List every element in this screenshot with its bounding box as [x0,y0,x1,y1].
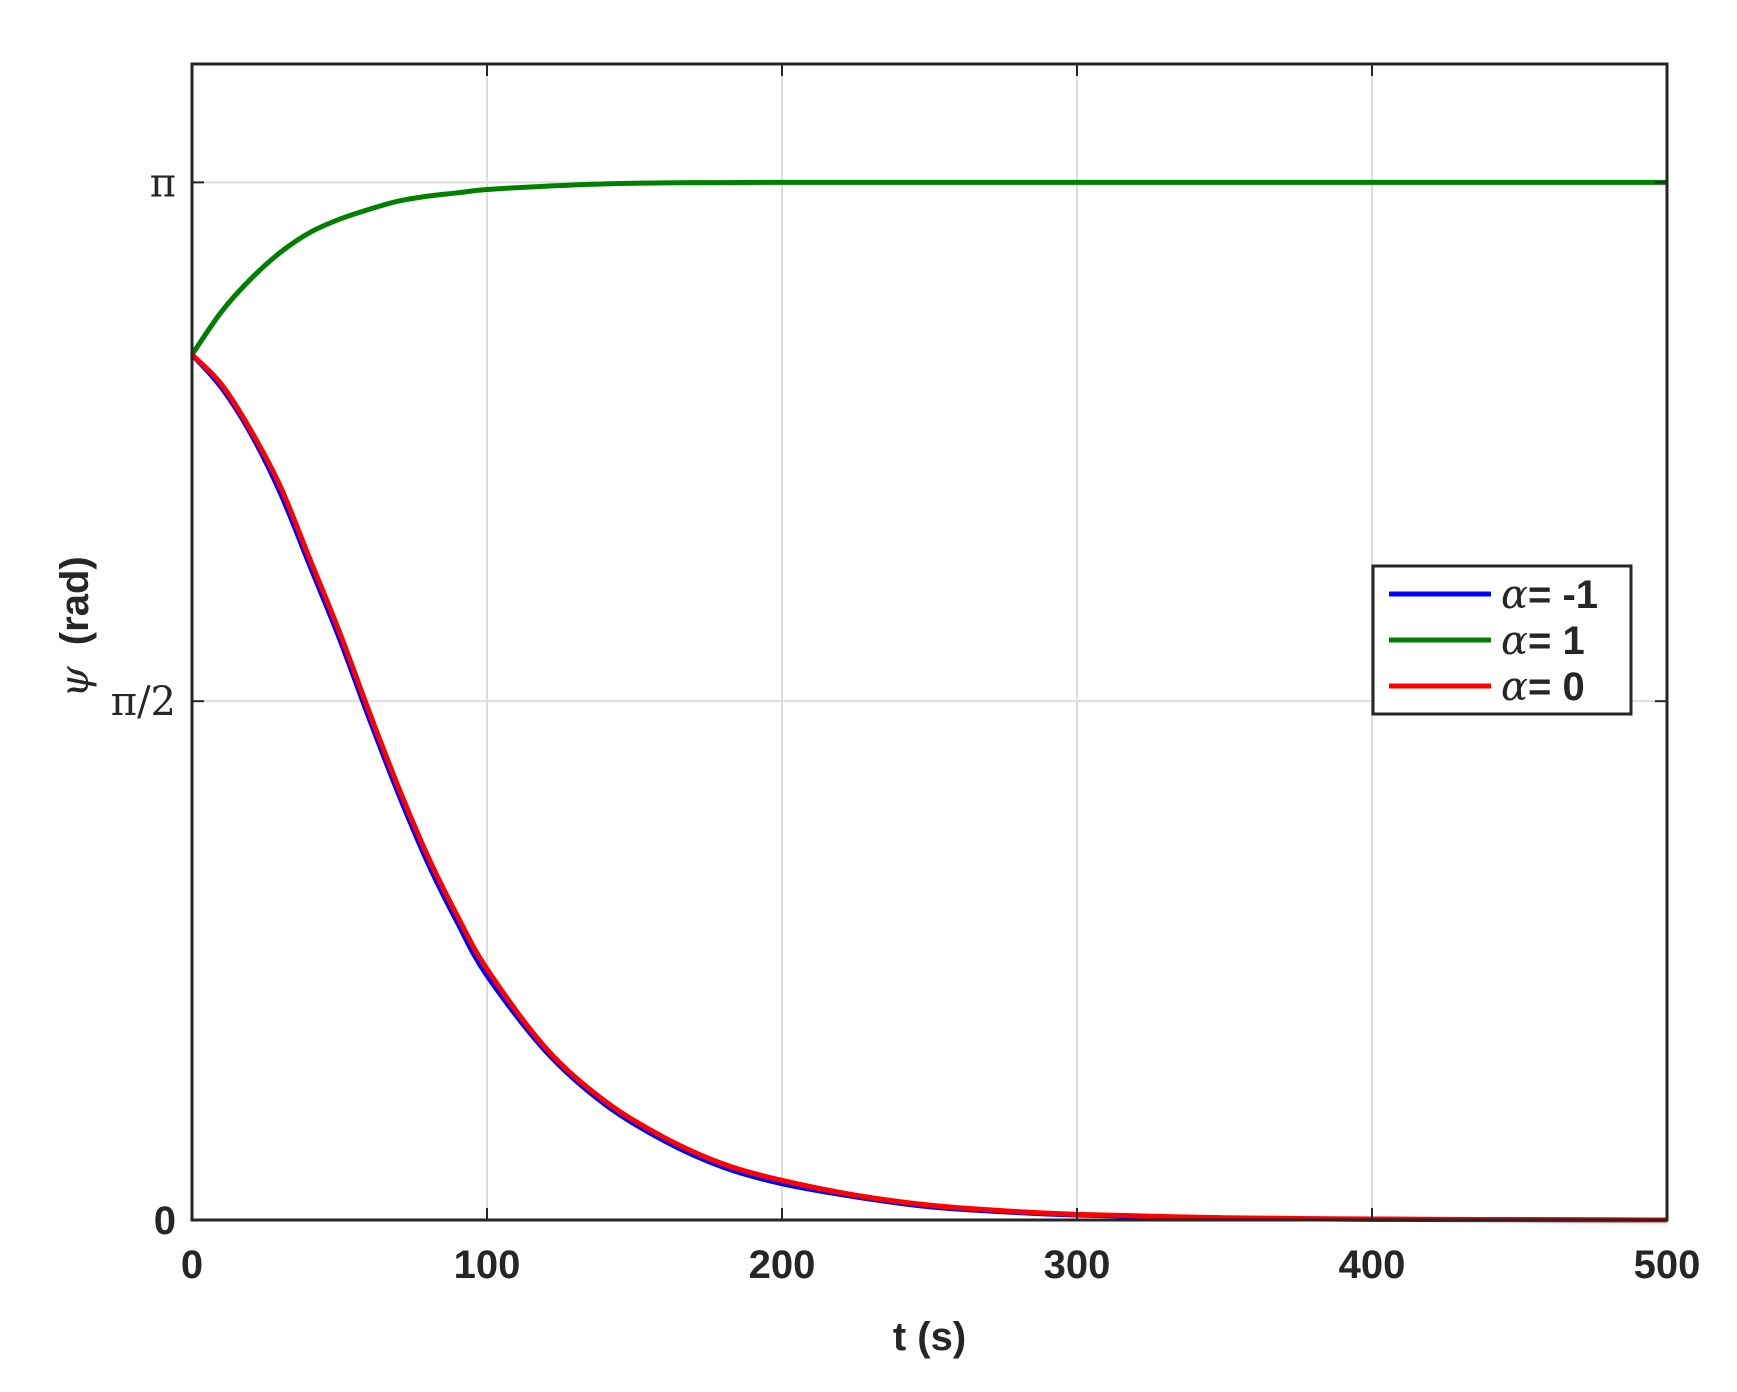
x-tick-label: 200 [749,1243,816,1287]
legend-entry-label: α= -1 [1501,572,1598,618]
legend-entry-label: α= 1 [1501,618,1585,664]
x-tick-label: 300 [1044,1243,1111,1287]
series-line-1 [189,179,1667,357]
legend: α= -1α= 1α= 0 [1371,564,1633,716]
axis-ticks: 0 100 200 300 400 500 0 π/2 π [111,64,1701,1287]
x-tick-label: 100 [454,1243,521,1287]
y-tick-label: 0 [154,1199,176,1243]
series-line-2 [190,352,1668,1223]
series-lines [189,179,1668,1223]
x-tick-label: 400 [1339,1243,1406,1287]
y-axis-label-unit: (rad) [53,556,97,645]
x-tick-label: 500 [1634,1243,1701,1287]
legend-entry-label: α= 0 [1501,664,1585,710]
y-tick-label: π/2 [111,679,176,725]
x-axis-label: t (s) [893,1315,966,1359]
y-axis-label: ψ (rad) [52,556,98,697]
y-tick-label: π [150,160,176,206]
x-tick-label: 0 [181,1243,203,1287]
plot-area-frame [190,62,1669,1222]
svg-text:ψ (rad): ψ (rad) [52,556,98,697]
y-axis-label-symbol: ψ [52,666,98,698]
